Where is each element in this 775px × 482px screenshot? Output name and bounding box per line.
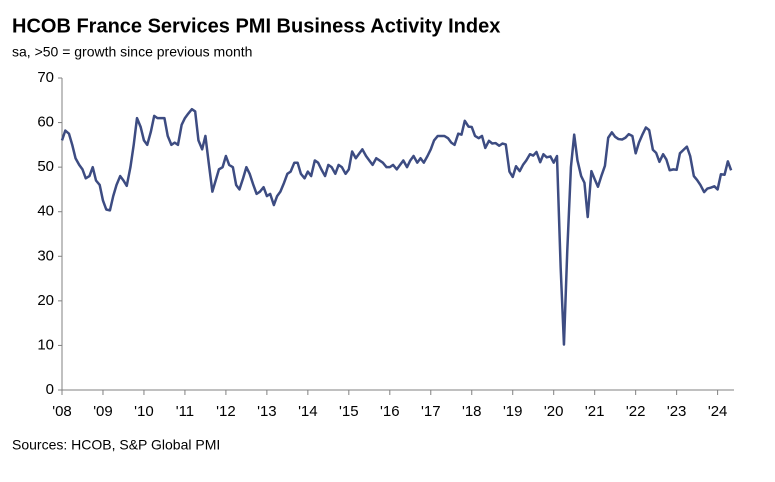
y-tick-label: 30 — [37, 247, 54, 264]
x-tick-label: '19 — [503, 403, 523, 420]
y-tick-label: 20 — [37, 292, 54, 309]
y-tick-label: 70 — [37, 69, 54, 86]
x-tick-label: '20 — [544, 403, 564, 420]
chart-subtitle: sa, >50 = growth since previous month — [12, 44, 252, 60]
x-tick-label: '09 — [93, 403, 113, 420]
x-tick-label: '22 — [626, 403, 646, 420]
x-tick-label: '11 — [176, 403, 194, 420]
y-tick-label: 60 — [37, 114, 54, 131]
x-tick-label: '24 — [708, 403, 728, 420]
x-tick-label: '10 — [134, 403, 154, 420]
y-tick-label: 40 — [37, 203, 54, 220]
x-tick-label: '18 — [462, 403, 482, 420]
x-tick-label: '23 — [667, 403, 687, 420]
x-tick-label: '17 — [421, 403, 441, 420]
data-line — [60, 107, 733, 346]
x-tick-label: '16 — [380, 403, 400, 420]
chart-title: HCOB France Services PMI Business Activi… — [12, 15, 500, 37]
x-tick-label: '15 — [339, 403, 359, 420]
x-tick-label: '21 — [585, 403, 605, 420]
y-tick-label: 0 — [46, 381, 54, 398]
x-tick-label: '14 — [298, 403, 318, 420]
x-tick-label: '12 — [216, 403, 236, 420]
y-tick-label: 10 — [37, 336, 54, 353]
x-tick-label: '08 — [52, 403, 72, 420]
y-tick-label: 50 — [37, 158, 54, 175]
x-tick-label: '13 — [257, 403, 277, 420]
source-note: Sources: HCOB, S&P Global PMI — [12, 437, 220, 453]
